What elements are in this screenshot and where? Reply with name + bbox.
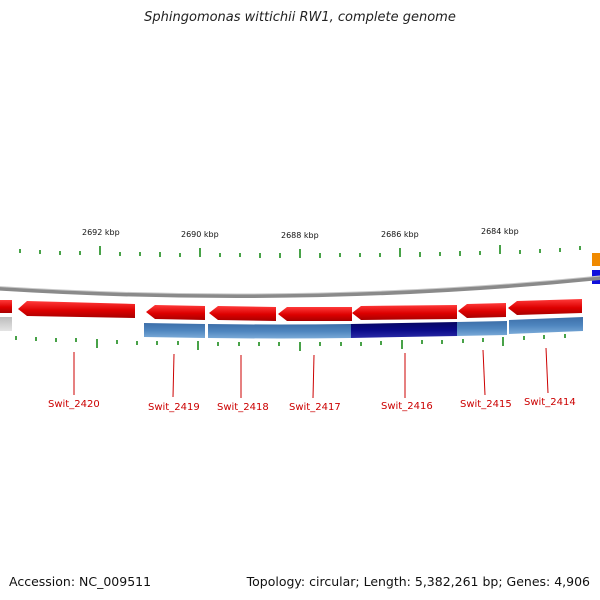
scale-label-2690: 2690 kbp: [181, 230, 219, 239]
reverse-gene-block-3: [457, 321, 507, 336]
scale-label-2684: 2684 kbp: [481, 227, 519, 236]
feature-track-orange: [592, 253, 600, 266]
forward-strand: [0, 299, 582, 321]
genome-summary-text: Topology: circular; Length: 5,382,261 bp…: [246, 574, 590, 589]
gene-arrow-swit-2418: [209, 306, 276, 321]
gene-label-swit-2416[interactable]: Swit_2416: [381, 401, 433, 412]
gene-label-swit-2418[interactable]: Swit_2418: [217, 402, 269, 413]
gene-arrow-swit-2419: [146, 305, 205, 320]
reverse-gene-selected: [351, 322, 457, 338]
gene-leader-lines: [73, 347, 549, 399]
accession-text: Accession: NC_009511: [9, 574, 152, 589]
gene-label-swit-2415[interactable]: Swit_2415: [460, 399, 512, 410]
scale-ticks-lower: [15, 334, 566, 351]
gene-label-swit-2419[interactable]: Swit_2419: [148, 402, 200, 413]
genome-backbone-highlight: [0, 275, 600, 295]
reverse-gene-block-1: [144, 323, 205, 338]
reverse-gene-partial: [0, 317, 12, 331]
gene-arrow-swit-2420: [18, 301, 135, 318]
gene-arrow-partial: [0, 300, 12, 313]
reverse-gene-block-2: [208, 324, 351, 339]
map-title: Sphingomonas wittichii RW1, complete gen…: [144, 10, 456, 25]
gene-label-swit-2420[interactable]: Swit_2420: [48, 399, 100, 410]
reverse-strand: [0, 317, 583, 339]
scale-label-2692: 2692 kbp: [82, 228, 120, 237]
scale-label-2688: 2688 kbp: [281, 231, 319, 240]
gene-arrow-swit-2417: [278, 307, 352, 321]
gene-arrow-swit-2414: [508, 299, 582, 315]
gene-arrow-swit-2416: [352, 305, 457, 320]
scale-ticks-upper: [19, 245, 581, 258]
gene-label-swit-2417[interactable]: Swit_2417: [289, 402, 341, 413]
genome-backbone: [0, 276, 600, 298]
gene-label-swit-2414[interactable]: Swit_2414: [524, 397, 576, 408]
reverse-gene-block-4: [509, 317, 583, 334]
gene-arrow-swit-2415: [458, 303, 506, 318]
scale-label-2686: 2686 kbp: [381, 230, 419, 239]
